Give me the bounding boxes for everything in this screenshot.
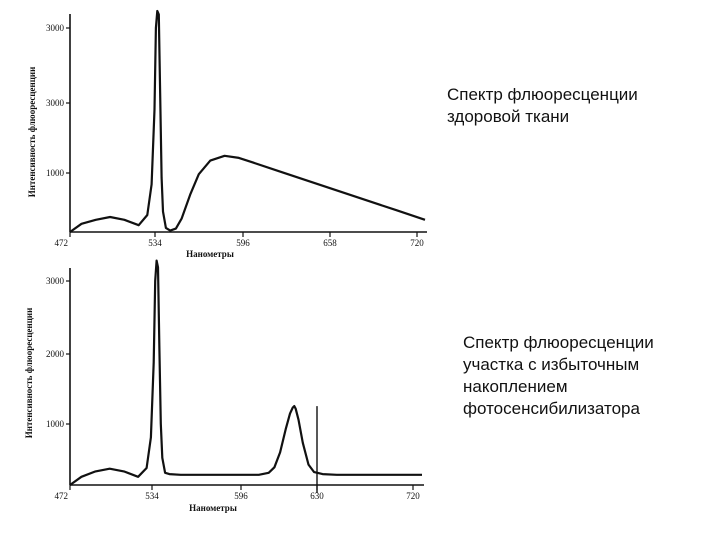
y-tick-label: 3000 <box>46 276 65 286</box>
x-tick-label: 658 <box>323 238 337 248</box>
y-axis-title: Интенсивность флюоресценции <box>27 67 37 198</box>
caption-healthy-tissue: Спектр флюоресценции здоровой ткани <box>447 84 638 128</box>
x-axis-title: Нанометры <box>189 503 237 513</box>
y-tick-label: 1000 <box>46 168 65 178</box>
x-tick-label: 720 <box>406 491 420 501</box>
caption-line: Спектр флюоресценции <box>447 85 638 104</box>
caption-photosensitizer: Спектр флюоресценции участка с избыточны… <box>463 332 654 420</box>
x-tick-label: 472 <box>55 238 69 248</box>
caption-line: Спектр флюоресценции <box>463 333 654 352</box>
x-tick-label: 472 <box>55 491 69 501</box>
y-tick-label: 2000 <box>46 349 65 359</box>
chart-photosensitizer: 3000 2000 1000 472 534 596 630 720 Нанометры Инте… <box>24 259 424 513</box>
caption-line: здоровой ткани <box>447 107 570 126</box>
x-tick-label: 630 <box>310 491 324 501</box>
x-tick-label: 534 <box>145 491 159 501</box>
x-axis-title: Нанометры <box>186 249 234 259</box>
caption-line: накоплением <box>463 377 568 396</box>
x-tick-label: 596 <box>236 238 250 248</box>
caption-line: участка с избыточным <box>463 355 640 374</box>
x-tick-label: 720 <box>410 238 424 248</box>
caption-line: фотосенсибилизатора <box>463 399 640 418</box>
series-line <box>69 9 426 233</box>
x-tick-label: 596 <box>234 491 248 501</box>
y-tick-label: 1000 <box>46 419 65 429</box>
series-line <box>69 259 422 486</box>
y-tick-label: 3000 <box>46 98 65 108</box>
x-tick-label: 534 <box>148 238 162 248</box>
y-axis-title: Интенсивность флюоресценции <box>24 308 34 439</box>
y-tick-label: 3000 <box>46 23 65 33</box>
chart-healthy-tissue: 3000 3000 1000 472 534 596 658 720 Нанометры Инте… <box>27 9 427 259</box>
